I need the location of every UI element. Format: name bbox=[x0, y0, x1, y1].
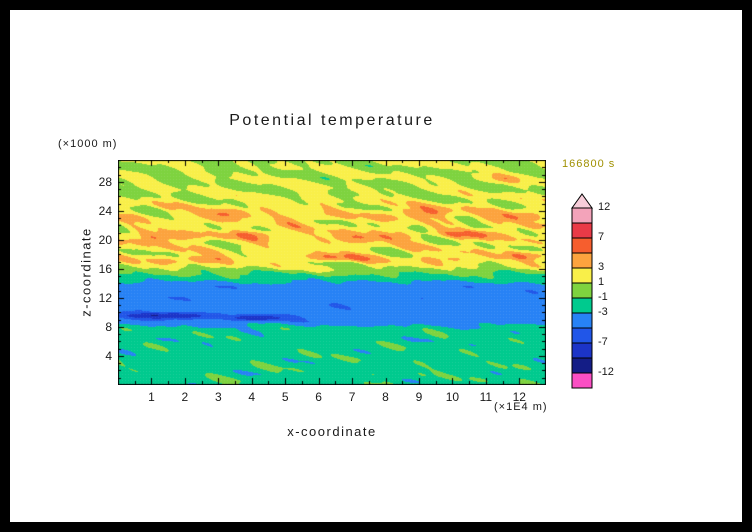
colorbar-segment bbox=[571, 237, 593, 254]
colorbar-segment bbox=[571, 372, 593, 389]
colorbar-tick-label: -1 bbox=[598, 291, 608, 303]
x-tick-label: 11 bbox=[479, 390, 493, 404]
colorbar-tick-label: 3 bbox=[598, 261, 605, 273]
temperature-field-canvas bbox=[118, 160, 546, 385]
colorbar-segment bbox=[571, 342, 593, 359]
x-tick-label: 10 bbox=[445, 390, 460, 404]
colorbar-segment bbox=[571, 282, 593, 299]
x-tick-label: 9 bbox=[415, 390, 423, 404]
x-axis-title: x-coordinate bbox=[287, 424, 377, 439]
y-tick-label: 28 bbox=[98, 174, 112, 189]
y-tick-label: 24 bbox=[98, 203, 112, 218]
colorbar-segment bbox=[571, 252, 593, 269]
colorbar-tick-label: -7 bbox=[598, 336, 608, 348]
x-tick-label: 3 bbox=[214, 390, 222, 404]
x-tick-label: 7 bbox=[348, 390, 356, 404]
colorbar-segment bbox=[571, 327, 593, 344]
colorbar-segment bbox=[571, 267, 593, 284]
y-tick-label: 12 bbox=[98, 290, 112, 305]
y-tick-label: 8 bbox=[105, 319, 112, 334]
colorbar bbox=[571, 193, 593, 389]
x-tick-label: 2 bbox=[181, 390, 189, 404]
x-tick-label: 4 bbox=[248, 390, 256, 404]
x-tick-label: 1 bbox=[148, 390, 155, 404]
y-tick-label: 4 bbox=[105, 348, 112, 363]
x-tick-label: 8 bbox=[382, 390, 389, 404]
colorbar-segment bbox=[571, 312, 593, 329]
colorbar-tick-label: 7 bbox=[598, 231, 605, 243]
x-tick-label: 12 bbox=[512, 390, 526, 404]
colorbar-tick-label: -3 bbox=[598, 306, 608, 318]
colorbar-segment bbox=[571, 222, 593, 239]
colorbar-tick-label: 12 bbox=[598, 201, 611, 213]
simulation-time-label: 166800 s bbox=[562, 158, 616, 170]
x-tick-label: 6 bbox=[315, 390, 322, 404]
colorbar-tick-label: -12 bbox=[598, 366, 614, 378]
x-tick-label: 5 bbox=[281, 390, 289, 404]
x-axis-unit-label: (×1E4 m) bbox=[494, 401, 548, 413]
colorbar-tick-label: 1 bbox=[598, 276, 605, 288]
y-tick-label: 20 bbox=[98, 232, 112, 247]
y-tick-label: 16 bbox=[98, 261, 112, 276]
colorbar-segment bbox=[571, 357, 593, 374]
colorbar-segment bbox=[571, 297, 593, 314]
colorbar-segment bbox=[571, 207, 593, 224]
chart-title: Potential temperature bbox=[229, 112, 435, 129]
colorbar-overflow-cap bbox=[571, 193, 593, 209]
y-axis-unit-label: (×1000 m) bbox=[58, 138, 118, 150]
